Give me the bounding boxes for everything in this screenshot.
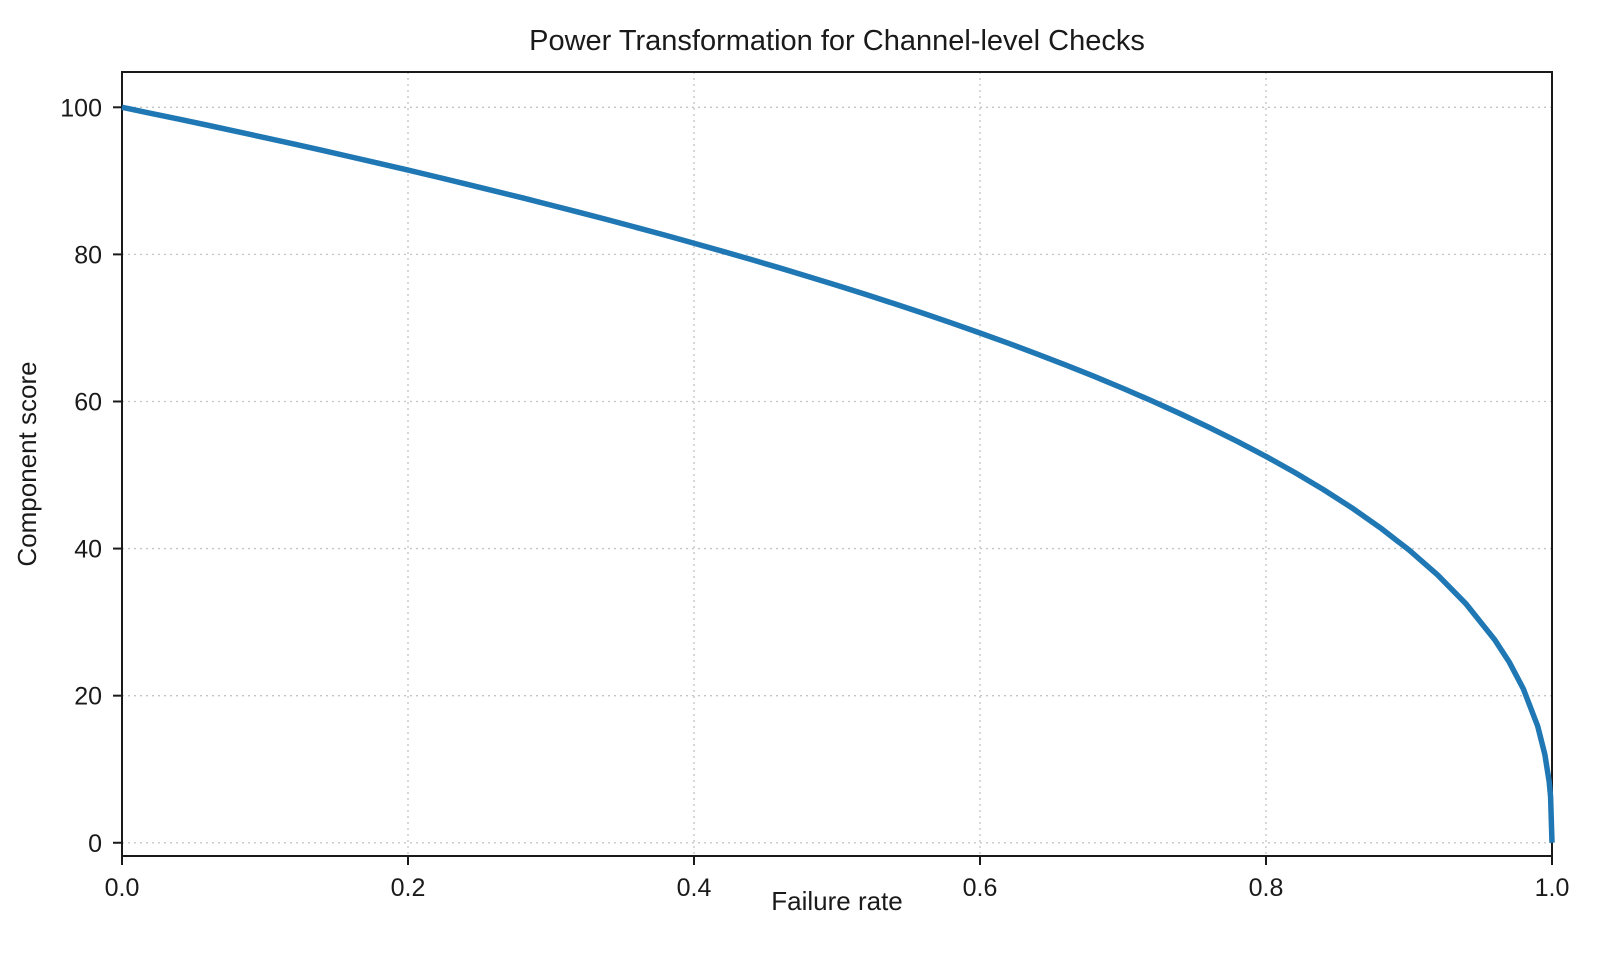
x-axis-tick-labels: 0.0 0.2 0.4 0.6 0.8 1.0 [105,874,1570,902]
x-tick-label: 0.8 [1249,874,1284,902]
x-tick-label: 0.0 [105,874,140,902]
x-tick-label: 0.2 [391,874,426,902]
x-tick-label: 0.4 [677,874,712,902]
y-tick-label: 0 [88,830,102,858]
x-tick-label: 0.6 [963,874,998,902]
y-tick-label: 80 [74,241,102,269]
y-axis-tick-labels: 0 20 40 60 80 100 [60,94,102,857]
x-axis-label: Failure rate [771,886,903,916]
x-tick-label: 1.0 [1535,874,1570,902]
y-tick-label: 60 [74,388,102,416]
y-tick-label: 100 [60,94,102,122]
plot-border [121,71,1553,857]
axis-ticks [113,106,1553,865]
y-axis-label: Component score [12,361,42,566]
chart-title: Power Transformation for Channel-level C… [529,25,1145,57]
series-line [121,104,1555,843]
axes-frame [121,71,1553,857]
y-tick-label: 20 [74,683,102,711]
y-tick-label: 40 [74,536,102,564]
gridlines [121,72,1553,856]
